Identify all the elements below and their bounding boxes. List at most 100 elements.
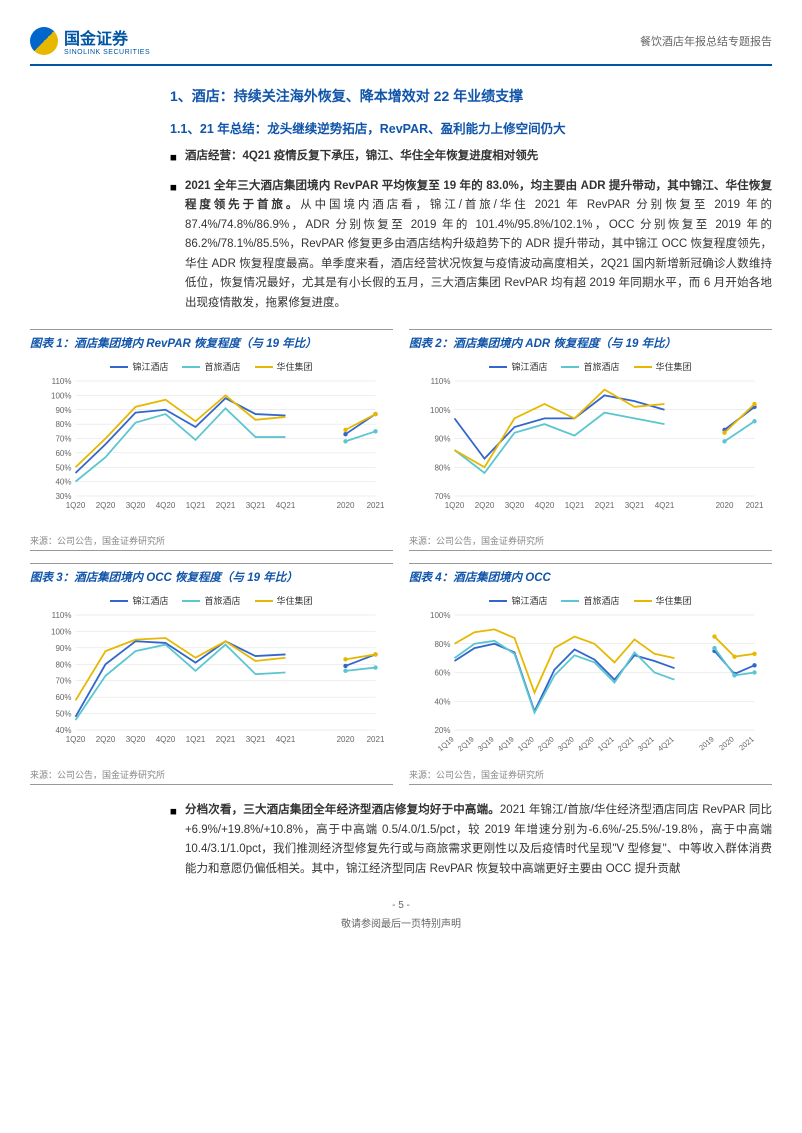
bullet-text: 分档次看，三大酒店集团全年经济型酒店修复均好于中高端。2021 年锦江/首旅/华… [185, 801, 772, 879]
svg-text:2021: 2021 [367, 501, 385, 510]
legend-item: 首旅酒店 [182, 594, 240, 607]
bullet-text: 酒店经营：4Q21 疫情反复下承压，锦江、华住全年恢复进度相对领先 [185, 147, 538, 169]
page-number: - 5 - [30, 900, 772, 911]
svg-text:4Q21: 4Q21 [655, 501, 675, 510]
heading-2: 1.1、21 年总结：龙头继续逆势拓店，RevPAR、盈利能力上修空间仍大 [170, 118, 772, 137]
bullet-marker: ■ [170, 803, 177, 879]
chart-svg: 70%80%90%100%110%1Q202Q203Q204Q201Q212Q2… [409, 375, 772, 520]
chart-legend: 锦江酒店 首旅酒店 华住集团 [409, 590, 772, 609]
svg-text:110%: 110% [52, 377, 72, 386]
svg-text:110%: 110% [431, 377, 451, 386]
bullet-text: 2021 全年三大酒店集团境内 RevPAR 平均恢复至 19 年的 83.0%… [185, 177, 772, 314]
chart-source: 来源：公司公告，国金证券研究所 [30, 531, 393, 551]
svg-text:50%: 50% [55, 464, 71, 473]
chart-area: 锦江酒店 首旅酒店 华住集团 40%50%60%70%80%90%100%110… [30, 590, 393, 765]
svg-text:30%: 30% [55, 492, 71, 501]
heading-1: 1、酒店：持续关注海外恢复、降本增效对 22 年业绩支撑 [170, 86, 772, 106]
svg-text:3Q20: 3Q20 [126, 501, 146, 510]
svg-text:110%: 110% [52, 611, 72, 620]
svg-text:3Q20: 3Q20 [556, 735, 576, 754]
svg-text:70%: 70% [55, 435, 71, 444]
svg-text:70%: 70% [55, 677, 71, 686]
svg-text:4Q21: 4Q21 [276, 735, 296, 744]
svg-text:1Q19: 1Q19 [436, 735, 456, 754]
chart-title: 图表 1：酒店集团境内 RevPAR 恢复程度（与 19 年比） [30, 330, 393, 356]
page-footer: - 5 - 敬请参阅最后一页特别声明 [30, 900, 772, 930]
chart-4: 图表 4：酒店集团境内 OCC 锦江酒店 首旅酒店 华住集团 20%40%60%… [409, 563, 772, 785]
svg-text:3Q21: 3Q21 [625, 501, 645, 510]
svg-text:80%: 80% [434, 640, 450, 649]
svg-text:80%: 80% [55, 421, 71, 430]
svg-text:2Q20: 2Q20 [475, 501, 495, 510]
svg-text:3Q21: 3Q21 [246, 501, 266, 510]
svg-text:90%: 90% [55, 406, 71, 415]
svg-text:3Q20: 3Q20 [505, 501, 525, 510]
svg-text:2020: 2020 [716, 501, 734, 510]
svg-text:4Q19: 4Q19 [496, 735, 516, 754]
legend-item: 锦江酒店 [489, 594, 547, 607]
svg-text:60%: 60% [55, 449, 71, 458]
chart-title: 图表 4：酒店集团境内 OCC [409, 564, 772, 590]
bullet-1: ■ 酒店经营：4Q21 疫情反复下承压，锦江、华住全年恢复进度相对领先 [170, 147, 772, 169]
svg-text:1Q20: 1Q20 [66, 735, 86, 744]
bullet-marker: ■ [170, 179, 177, 314]
svg-text:70%: 70% [434, 492, 450, 501]
svg-text:3Q19: 3Q19 [476, 735, 496, 754]
svg-text:2Q21: 2Q21 [216, 735, 236, 744]
legend-item: 首旅酒店 [182, 360, 240, 373]
svg-text:2021: 2021 [367, 735, 385, 744]
svg-text:1Q20: 1Q20 [516, 735, 536, 754]
legend-item: 锦江酒店 [110, 594, 168, 607]
svg-text:2Q21: 2Q21 [616, 735, 636, 754]
svg-text:20%: 20% [434, 726, 450, 735]
legend-item: 锦江酒店 [110, 360, 168, 373]
svg-text:90%: 90% [55, 644, 71, 653]
svg-text:40%: 40% [434, 698, 450, 707]
charts-grid: 图表 1：酒店集团境内 RevPAR 恢复程度（与 19 年比） 锦江酒店 首旅… [30, 329, 772, 785]
svg-text:1Q20: 1Q20 [445, 501, 465, 510]
bullet-marker: ■ [170, 149, 177, 169]
svg-text:4Q20: 4Q20 [156, 735, 176, 744]
svg-text:2Q21: 2Q21 [595, 501, 615, 510]
svg-text:2021: 2021 [737, 735, 756, 753]
chart-svg: 20%40%60%80%100%1Q192Q193Q194Q191Q202Q20… [409, 609, 772, 754]
svg-text:3Q21: 3Q21 [246, 735, 266, 744]
chart-area: 锦江酒店 首旅酒店 华住集团 20%40%60%80%100%1Q192Q193… [409, 590, 772, 765]
svg-text:60%: 60% [55, 694, 71, 703]
svg-text:40%: 40% [55, 478, 71, 487]
svg-text:1Q21: 1Q21 [565, 501, 585, 510]
svg-text:2Q19: 2Q19 [456, 735, 476, 754]
svg-text:2Q20: 2Q20 [96, 501, 116, 510]
svg-text:1Q21: 1Q21 [186, 501, 206, 510]
chart-2: 图表 2：酒店集团境内 ADR 恢复程度（与 19 年比） 锦江酒店 首旅酒店 … [409, 329, 772, 551]
svg-text:100%: 100% [430, 406, 450, 415]
svg-text:2Q21: 2Q21 [216, 501, 236, 510]
disclaimer: 敬请参阅最后一页特别声明 [30, 915, 772, 930]
chart-legend: 锦江酒店 首旅酒店 华住集团 [409, 356, 772, 375]
svg-text:4Q21: 4Q21 [656, 735, 676, 754]
chart-svg: 40%50%60%70%80%90%100%110%1Q202Q203Q204Q… [30, 609, 393, 754]
svg-text:4Q20: 4Q20 [156, 501, 176, 510]
svg-text:80%: 80% [434, 464, 450, 473]
chart-3: 图表 3：酒店集团境内 OCC 恢复程度（与 19 年比） 锦江酒店 首旅酒店 … [30, 563, 393, 785]
bullet-3: ■ 分档次看，三大酒店集团全年经济型酒店修复均好于中高端。2021 年锦江/首旅… [170, 801, 772, 879]
legend-item: 华住集团 [255, 360, 313, 373]
logo-icon [30, 27, 58, 55]
svg-text:100%: 100% [51, 392, 71, 401]
svg-text:3Q21: 3Q21 [636, 735, 656, 754]
svg-text:4Q20: 4Q20 [535, 501, 555, 510]
legend-item: 首旅酒店 [561, 360, 619, 373]
svg-text:1Q21: 1Q21 [596, 735, 616, 754]
svg-text:2020: 2020 [337, 735, 355, 744]
chart-legend: 锦江酒店 首旅酒店 华住集团 [30, 356, 393, 375]
chart-area: 锦江酒店 首旅酒店 华住集团 30% 40% 50% 60% 70% 80% 90% 100%… [30, 356, 393, 531]
svg-text:1Q21: 1Q21 [186, 735, 206, 744]
page-header: 国金证券 SINOLINK SECURITIES 餐饮酒店年报总结专题报告 [30, 25, 772, 66]
chart-legend: 锦江酒店 首旅酒店 华住集团 [30, 590, 393, 609]
svg-text:2021: 2021 [746, 501, 764, 510]
legend-item: 华住集团 [634, 594, 692, 607]
chart-svg: 30%40%50%60%70%80%90%100%110%1Q202Q203Q2… [30, 375, 393, 520]
bullet-2: ■ 2021 全年三大酒店集团境内 RevPAR 平均恢复至 19 年的 83.… [170, 177, 772, 314]
logo-cn: 国金证券 [64, 25, 150, 49]
legend-item: 首旅酒店 [561, 594, 619, 607]
